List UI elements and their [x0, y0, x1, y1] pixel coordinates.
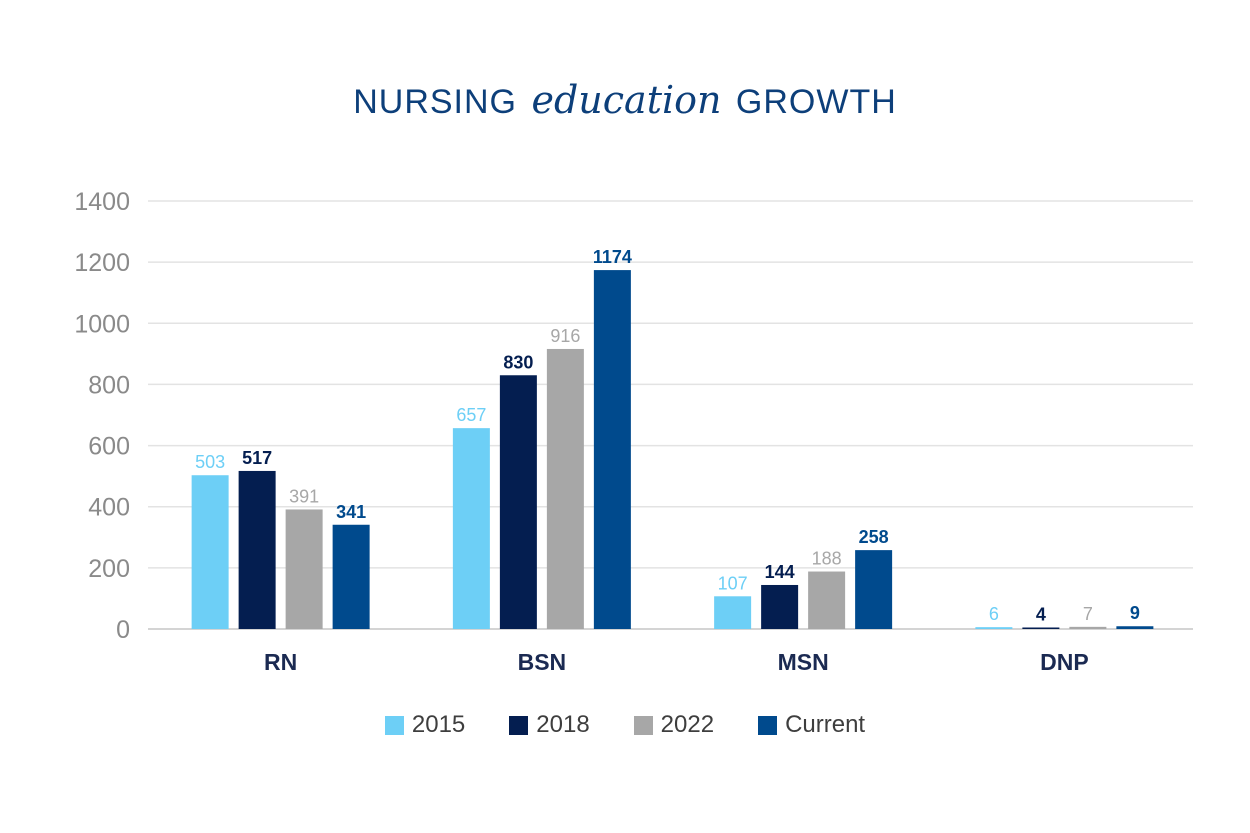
bar-dnp-2018	[1022, 627, 1060, 629]
bar-rn-current	[332, 524, 370, 629]
y-tick-label: 0	[116, 616, 130, 644]
bar-msn-current	[855, 550, 893, 629]
bar-dnp-current	[1116, 626, 1154, 629]
data-label: 503	[195, 452, 225, 472]
legend-swatch-2018	[509, 715, 529, 735]
data-label: 517	[242, 448, 272, 468]
data-label: 144	[765, 562, 795, 582]
y-tick-label: 1200	[74, 249, 130, 277]
bar-bsn-2022	[546, 348, 584, 629]
data-label: 7	[1083, 604, 1093, 624]
chart-title: NURSING education GROWTH	[0, 78, 1250, 122]
y-tick-label: 200	[88, 555, 130, 583]
y-tick-label: 800	[88, 371, 130, 399]
legend-item-2015: 2015	[384, 711, 466, 739]
chart-legend: 2015 2018 2022 Current	[0, 711, 1250, 739]
data-label: 258	[859, 527, 889, 547]
bar-rn-2015	[191, 475, 229, 629]
y-tick-label: 1400	[74, 188, 130, 216]
bar-chart: 0 200 400 600 800 1000 1200 1400 503 517 391 341 RN 6…	[74, 188, 1193, 675]
legend-item-2018: 2018	[509, 711, 590, 739]
x-category-label: DNP	[1040, 649, 1089, 675]
x-category-label: BSN	[518, 649, 567, 675]
x-category-label: MSN	[778, 649, 829, 675]
data-label: 830	[503, 352, 533, 372]
data-label: 4	[1036, 605, 1046, 625]
legend-label-2018: 2018	[536, 711, 590, 738]
legend-label-current: Current	[785, 711, 866, 738]
bar-msn-2018	[761, 584, 799, 629]
bar-msn-2022	[808, 571, 846, 629]
legend-item-current: Current	[758, 711, 865, 739]
legend-label-2022: 2022	[660, 711, 715, 738]
title-part-education: education	[531, 78, 722, 122]
y-tick-label: 400	[88, 494, 130, 522]
y-tick-label: 1000	[74, 310, 130, 338]
data-label: 391	[289, 486, 319, 506]
title-part-growth: GROWTH	[735, 83, 897, 121]
bar-rn-2018	[238, 470, 276, 629]
data-label: 657	[456, 405, 486, 425]
y-tick-label: 600	[88, 433, 130, 461]
legend-item-2022: 2022	[633, 711, 715, 739]
bar-msn-2015	[714, 596, 752, 629]
bar-bsn-2015	[452, 428, 490, 629]
legend-swatch-2015	[384, 715, 404, 735]
data-label: 6	[989, 604, 999, 624]
title-part-nursing: NURSING	[353, 83, 518, 121]
data-label: 188	[812, 549, 842, 569]
data-label: 916	[550, 326, 580, 346]
legend-swatch-current	[758, 715, 778, 735]
legend-label-2015: 2015	[411, 711, 466, 738]
data-label: 9	[1130, 603, 1140, 623]
bar-dnp-2015	[975, 627, 1013, 629]
data-label: 341	[336, 502, 366, 522]
bar-bsn-2018	[499, 375, 537, 629]
x-category-label: RN	[264, 649, 297, 675]
legend-swatch-2022	[633, 715, 653, 735]
data-label: 107	[718, 573, 748, 593]
bar-bsn-current	[593, 270, 631, 629]
bar-dnp-2022	[1069, 626, 1107, 629]
bar-rn-2022	[285, 509, 323, 629]
data-label: 1174	[593, 247, 632, 267]
